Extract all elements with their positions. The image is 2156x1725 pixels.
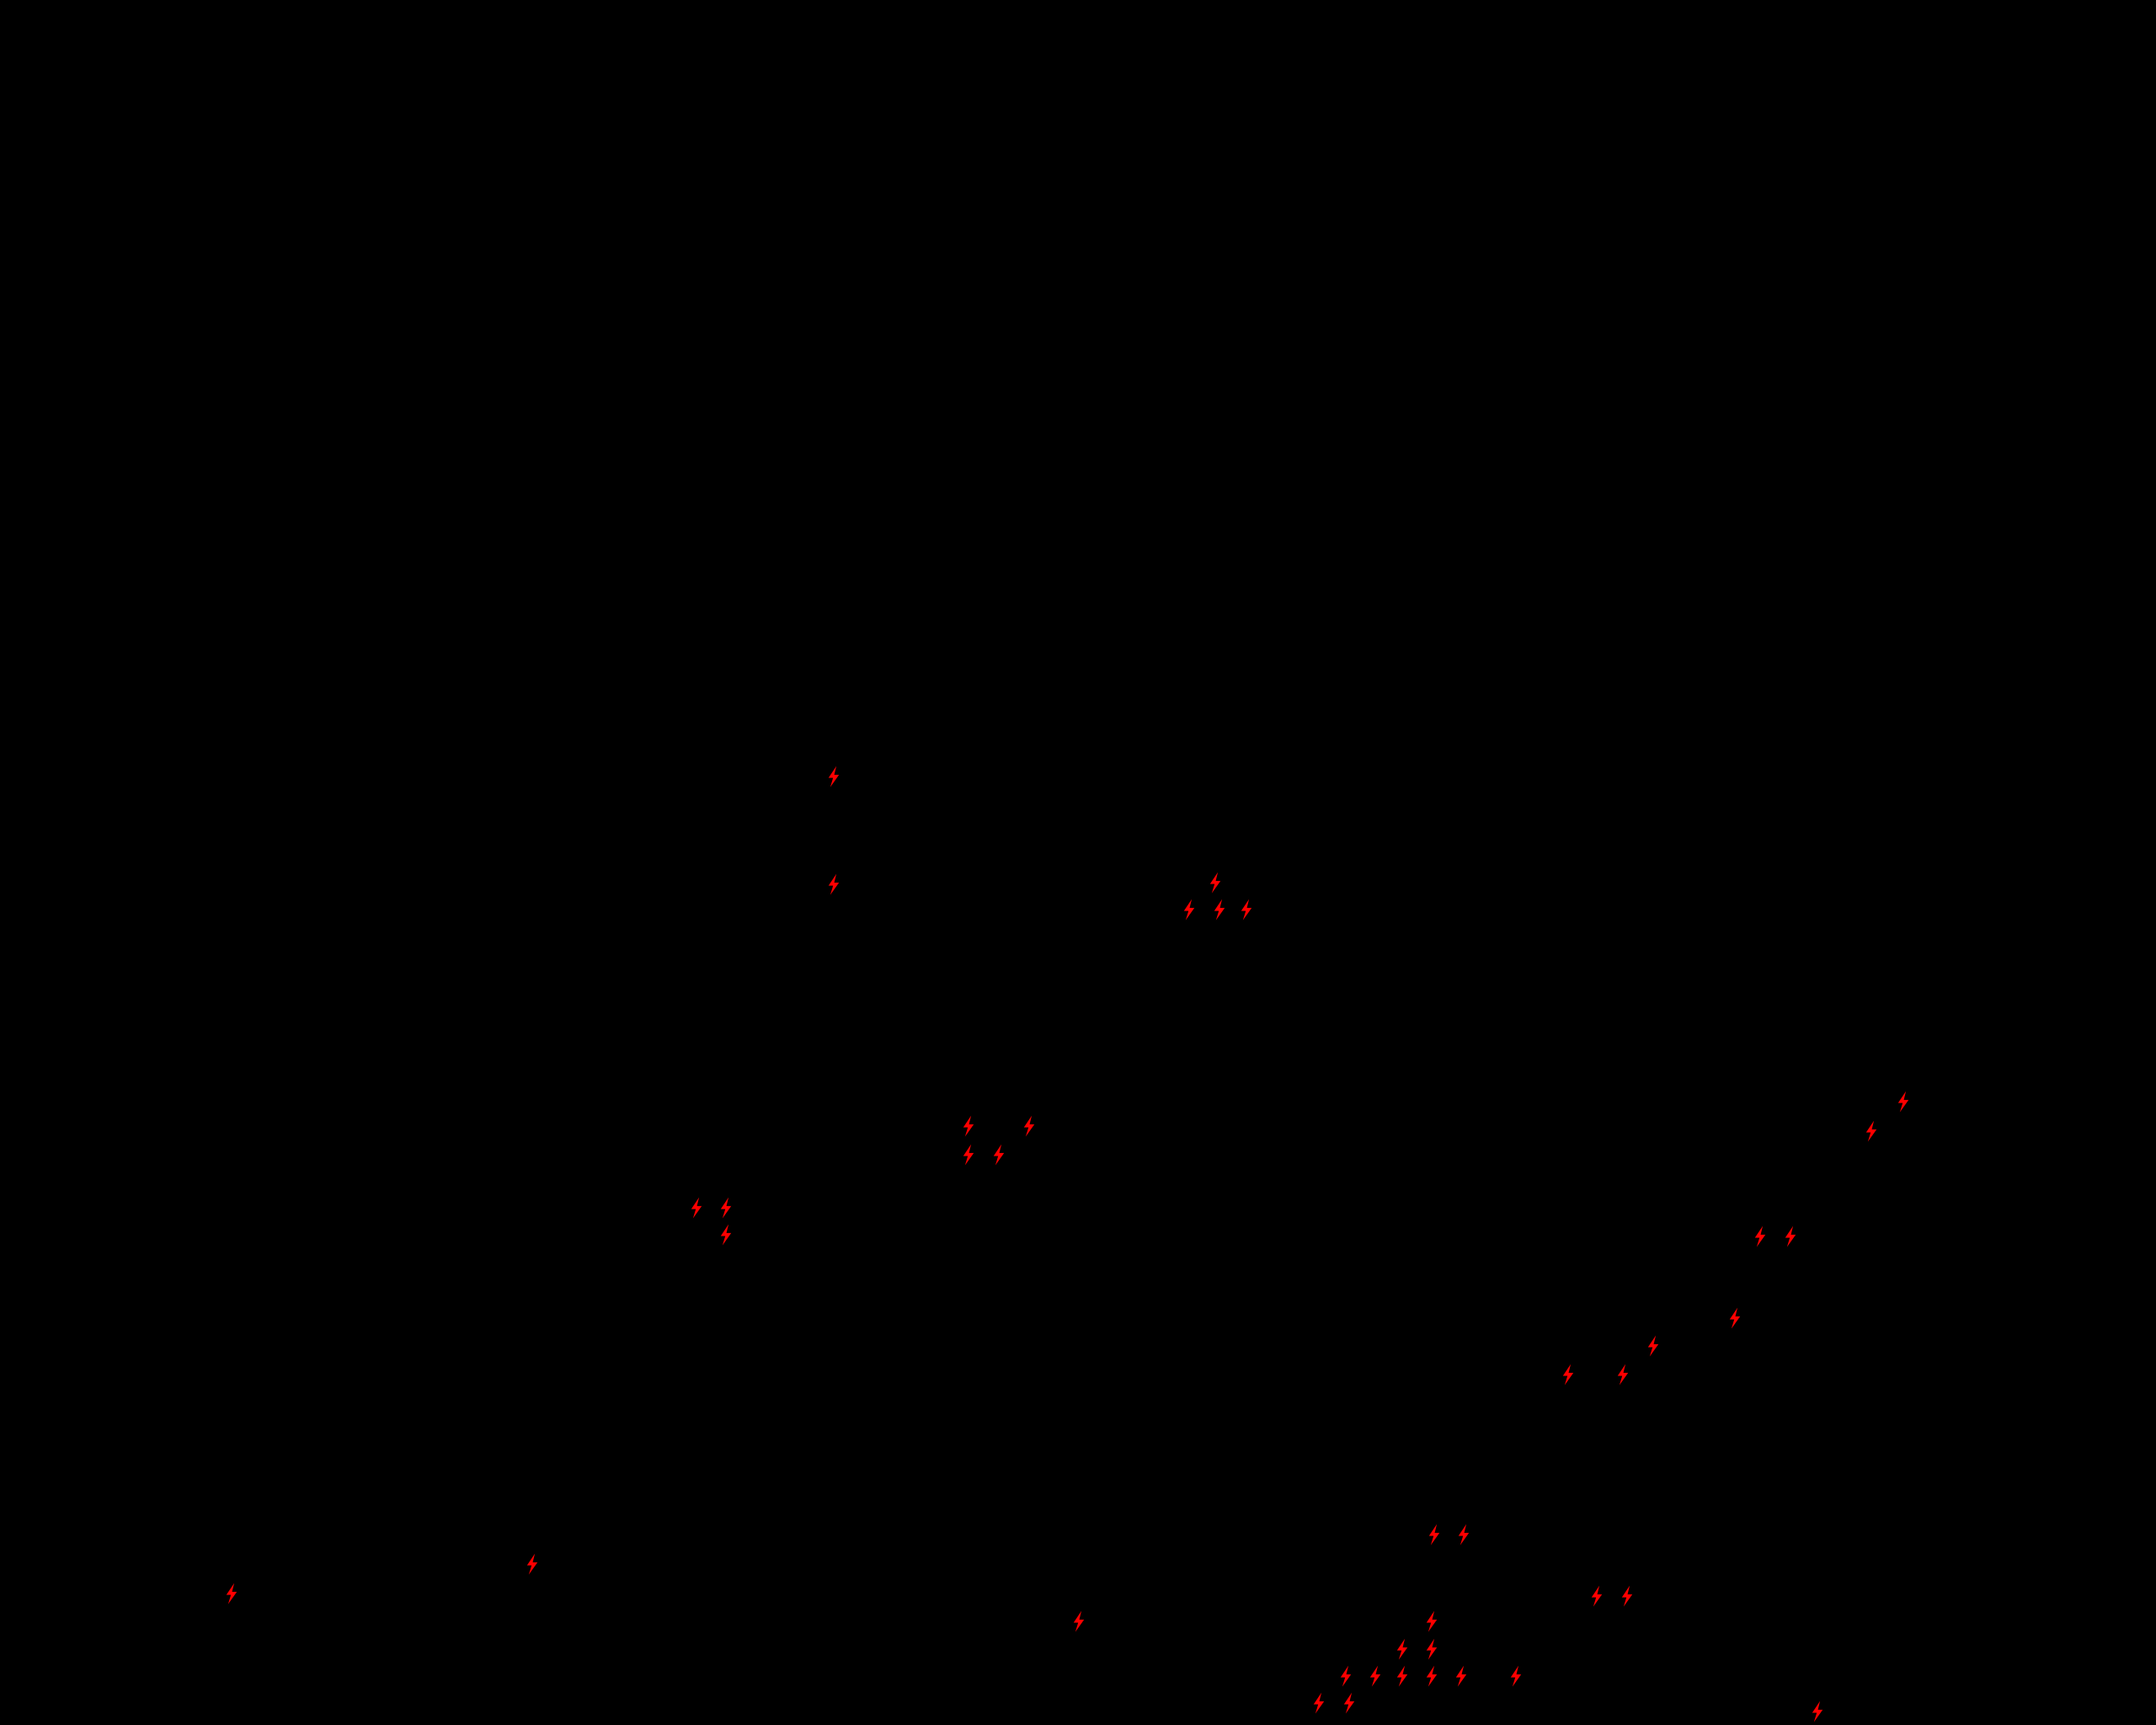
lightning-bolt-icon[interactable] xyxy=(1780,1222,1801,1252)
lightning-bolt-icon[interactable] xyxy=(1338,1689,1360,1718)
lightning-bolt-icon[interactable] xyxy=(1616,1582,1638,1611)
lightning-bolt-icon[interactable] xyxy=(1235,895,1257,925)
lightning-bolt-icon[interactable] xyxy=(1724,1304,1746,1333)
lightning-bolt-icon[interactable] xyxy=(1806,1697,1828,1725)
lightning-bolt-icon[interactable] xyxy=(823,762,845,792)
lightning-bolt-icon[interactable] xyxy=(715,1220,737,1250)
lightning-bolt-icon[interactable] xyxy=(521,1550,543,1579)
lightning-bolt-icon[interactable] xyxy=(1453,1520,1475,1550)
lightning-bolt-icon[interactable] xyxy=(1749,1222,1771,1252)
lightning-bolt-icon[interactable] xyxy=(1421,1607,1443,1637)
lightning-bolt-icon[interactable] xyxy=(686,1194,707,1223)
lightning-bolt-icon[interactable] xyxy=(1505,1662,1527,1691)
lightning-bolt-icon[interactable] xyxy=(1364,1662,1386,1691)
lightning-bolt-icon[interactable] xyxy=(1612,1360,1634,1390)
lightning-bolt-icon[interactable] xyxy=(823,870,845,900)
lightning-bolt-icon[interactable] xyxy=(1642,1332,1664,1361)
lightning-bolt-icon[interactable] xyxy=(958,1112,979,1141)
lightning-bolt-icon[interactable] xyxy=(715,1194,737,1223)
lightning-bolt-icon[interactable] xyxy=(1860,1117,1882,1146)
lightning-bolt-icon[interactable] xyxy=(1308,1689,1330,1718)
lightning-bolt-icon[interactable] xyxy=(1391,1662,1413,1691)
lightning-bolt-icon[interactable] xyxy=(1391,1635,1413,1664)
lightning-bolt-icon[interactable] xyxy=(1586,1582,1608,1611)
lightning-bolt-icon[interactable] xyxy=(1892,1087,1914,1117)
lightning-bolt-icon[interactable] xyxy=(1068,1607,1090,1637)
lightning-bolt-icon[interactable] xyxy=(1335,1662,1357,1691)
lightning-bolt-icon[interactable] xyxy=(1557,1360,1579,1390)
lightning-bolt-icon[interactable] xyxy=(1209,895,1230,925)
lightning-bolt-icon[interactable] xyxy=(1204,868,1226,898)
lightning-bolt-icon[interactable] xyxy=(1018,1112,1040,1141)
lightning-bolt-icon[interactable] xyxy=(1450,1662,1472,1691)
lightning-bolt-icon[interactable] xyxy=(958,1140,979,1170)
lightning-bolt-icon[interactable] xyxy=(1421,1662,1443,1691)
lightning-bolt-icon[interactable] xyxy=(1421,1635,1443,1664)
lightning-bolt-icon[interactable] xyxy=(1178,895,1200,925)
lightning-bolt-icon[interactable] xyxy=(1423,1520,1445,1550)
lightning-bolt-icon[interactable] xyxy=(988,1140,1010,1170)
lightning-bolt-icon[interactable] xyxy=(221,1579,243,1609)
